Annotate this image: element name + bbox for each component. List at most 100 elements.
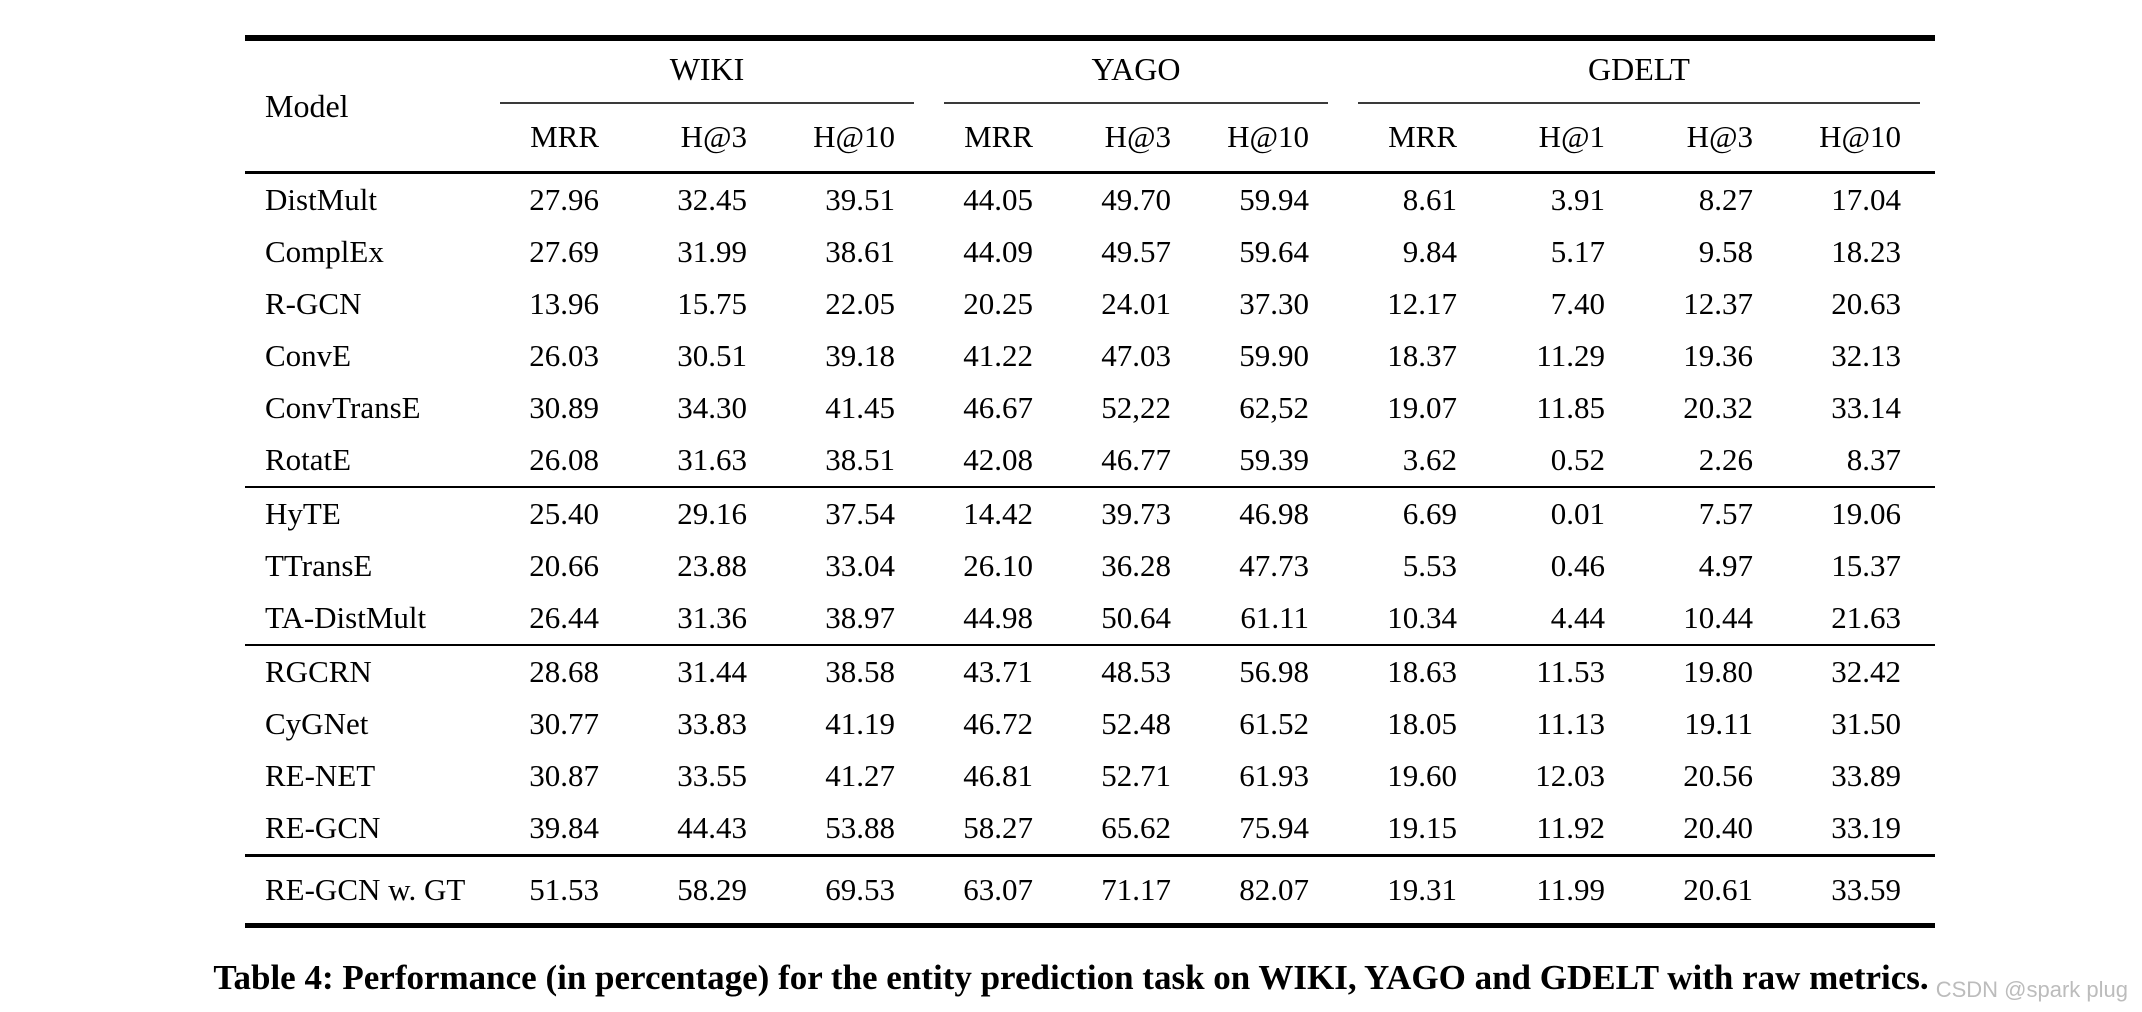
- table-head: Model WIKI YAGO GDELT MRR H@3 H@10 MRR H@3 H@10 MR…: [245, 38, 1935, 173]
- value-cell: 12.03: [1535, 758, 1605, 793]
- value-cell: 19.15: [1387, 810, 1457, 845]
- header-group-yago: YAGO: [929, 38, 1343, 105]
- value-cell: 58.29: [677, 872, 747, 907]
- value-cell: 75.94: [1239, 810, 1309, 845]
- value-cell: 4.97: [1698, 548, 1753, 583]
- value-cell: 61.93: [1239, 758, 1309, 793]
- value-cell: 58.27: [963, 810, 1033, 845]
- value-cell: 32.45: [677, 182, 747, 217]
- value-cell: 26.10: [963, 548, 1033, 583]
- value-cell: 56.98: [1239, 654, 1309, 689]
- value-cell: 46.72: [963, 706, 1033, 741]
- value-cell: 63.07: [963, 872, 1033, 907]
- table-row: ComplEx 27.69 31.99 38.61 44.09 49.57 59.64 9.8…: [245, 226, 1935, 278]
- watermark: CSDN @spark plug: [1935, 977, 2128, 1002]
- table-caption: Table 4: Performance (in percentage) for…: [213, 958, 1929, 997]
- value-cell: 59.94: [1239, 182, 1309, 217]
- value-cell: 18.23: [1831, 234, 1901, 269]
- value-cell: 33.14: [1831, 390, 1901, 425]
- value-cell: 12.17: [1387, 286, 1457, 321]
- value-cell: 7.57: [1698, 496, 1753, 531]
- value-cell: 39.73: [1101, 496, 1171, 531]
- value-cell: 30.51: [677, 338, 747, 373]
- value-cell: 18.63: [1387, 654, 1457, 689]
- value-cell: 30.77: [529, 706, 599, 741]
- value-cell: 14.42: [963, 496, 1033, 531]
- value-cell: 34.30: [677, 390, 747, 425]
- header-model: Model: [265, 87, 349, 124]
- value-cell: 61.11: [1240, 600, 1309, 635]
- value-cell: 27.69: [529, 234, 599, 269]
- table-row: TTransE 20.66 23.88 33.04 26.10 36.28 47.73 5.5…: [245, 540, 1935, 592]
- value-cell: 30.87: [529, 758, 599, 793]
- value-cell: 59.64: [1239, 234, 1309, 269]
- value-cell: 44.98: [963, 600, 1033, 635]
- value-cell: 61.52: [1239, 706, 1309, 741]
- value-cell: 3.62: [1402, 442, 1457, 477]
- value-cell: 38.51: [825, 442, 895, 477]
- value-cell: 20.66: [529, 548, 599, 583]
- value-cell: 51.53: [529, 872, 599, 907]
- value-cell: 20.25: [963, 286, 1033, 321]
- value-cell: 33.55: [677, 758, 747, 793]
- value-cell: 9.58: [1698, 234, 1753, 269]
- value-cell: 19.31: [1387, 872, 1457, 907]
- results-table: Model WIKI YAGO GDELT MRR H@3 H@10 MRR H@3 H@10 MR…: [245, 35, 1935, 928]
- model-name: HyTE: [265, 496, 341, 531]
- value-cell: 33.04: [825, 548, 895, 583]
- group-label-wiki: WIKI: [500, 49, 914, 104]
- value-cell: 65.62: [1101, 810, 1171, 845]
- value-cell: 6.69: [1402, 496, 1457, 531]
- header-metric: H@1: [1538, 119, 1605, 154]
- value-cell: 11.92: [1536, 810, 1605, 845]
- table-row: ConvE 26.03 30.51 39.18 41.22 47.03 59.90 18.37…: [245, 330, 1935, 382]
- value-cell: 15.75: [677, 286, 747, 321]
- value-cell: 46.67: [963, 390, 1033, 425]
- value-cell: 33.89: [1831, 758, 1901, 793]
- value-cell: 50.64: [1101, 600, 1171, 635]
- value-cell: 19.07: [1387, 390, 1457, 425]
- table-row: TA-DistMult 26.44 31.36 38.97 44.98 50.64 61.1…: [245, 592, 1935, 645]
- header-metric-row: MRR H@3 H@10 MRR H@3 H@10 MRR H@1 H@3 H@10: [245, 105, 1935, 173]
- value-cell: 38.58: [825, 654, 895, 689]
- value-cell: 26.08: [529, 442, 599, 477]
- value-cell: 18.37: [1387, 338, 1457, 373]
- value-cell: 46.81: [963, 758, 1033, 793]
- model-name: ConvTransE: [265, 390, 421, 425]
- value-cell: 27.96: [529, 182, 599, 217]
- value-cell: 59.39: [1239, 442, 1309, 477]
- value-cell: 29.16: [677, 496, 747, 531]
- table-block: DistMult 27.96 32.45 39.51 44.05 49.70 59.94 8.…: [245, 173, 1935, 488]
- value-cell: 9.84: [1402, 234, 1457, 269]
- value-cell: 48.53: [1101, 654, 1171, 689]
- value-cell: 31.63: [677, 442, 747, 477]
- value-cell: 18.05: [1387, 706, 1457, 741]
- value-cell: 43.71: [963, 654, 1033, 689]
- value-cell: 62,52: [1239, 390, 1309, 425]
- value-cell: 41.45: [825, 390, 895, 425]
- value-cell: 10.44: [1683, 600, 1753, 635]
- value-cell: 69.53: [825, 872, 895, 907]
- value-cell: 20.61: [1683, 872, 1753, 907]
- table-row: R-GCN 13.96 15.75 22.05 20.25 24.01 37.30 12.17…: [245, 278, 1935, 330]
- model-name: RGCRN: [265, 654, 372, 689]
- table-row: CyGNet 30.77 33.83 41.19 46.72 52.48 61.52 18.0…: [245, 698, 1935, 750]
- value-cell: 37.30: [1239, 286, 1309, 321]
- table-block: RGCRN 28.68 31.44 38.58 43.71 48.53 56.98 18.63…: [245, 645, 1935, 856]
- value-cell: 39.51: [825, 182, 895, 217]
- table-row: RE-GCN w. GT 51.53 58.29 69.53 63.07 71.17 82.…: [245, 856, 1935, 926]
- value-cell: 19.11: [1684, 706, 1753, 741]
- value-cell: 46.98: [1239, 496, 1309, 531]
- table-row: RE-NET 30.87 33.55 41.27 46.81 52.71 61.93 19.6…: [245, 750, 1935, 802]
- value-cell: 38.97: [825, 600, 895, 635]
- value-cell: 15.37: [1831, 548, 1901, 583]
- value-cell: 33.59: [1831, 872, 1901, 907]
- value-cell: 38.61: [825, 234, 895, 269]
- value-cell: 19.80: [1683, 654, 1753, 689]
- table-block: HyTE 25.40 29.16 37.54 14.42 39.73 46.98 6.69 0.…: [245, 487, 1935, 645]
- value-cell: 23.88: [677, 548, 747, 583]
- value-cell: 20.63: [1831, 286, 1901, 321]
- value-cell: 12.37: [1683, 286, 1753, 321]
- value-cell: 8.27: [1698, 182, 1753, 217]
- value-cell: 24.01: [1101, 286, 1171, 321]
